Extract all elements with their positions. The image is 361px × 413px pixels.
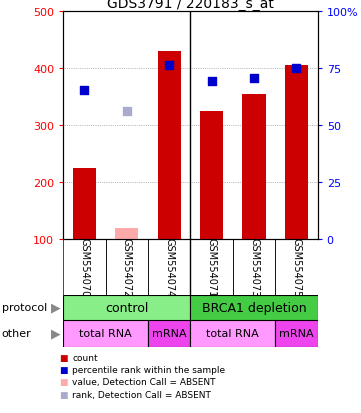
Title: GDS3791 / 220183_s_at: GDS3791 / 220183_s_at (107, 0, 274, 12)
Point (293, 66, 299, 73)
Point (209, 78, 214, 85)
Text: rank, Detection Call = ABSENT: rank, Detection Call = ABSENT (72, 390, 211, 399)
Text: GSM554072: GSM554072 (122, 238, 132, 297)
Point (124, 109, 130, 115)
Bar (191, 320, 275, 347)
Text: total RNA: total RNA (206, 328, 259, 339)
Bar (105, 240, 148, 295)
Text: ■: ■ (59, 377, 68, 387)
Text: ■: ■ (59, 390, 68, 399)
Bar (242, 95, 266, 240)
Text: count: count (72, 353, 98, 362)
Bar (73, 169, 96, 240)
Text: ■: ■ (59, 353, 68, 362)
Bar (191, 295, 318, 320)
Bar (275, 240, 318, 295)
Bar (115, 228, 139, 240)
Bar (275, 320, 318, 347)
Text: mRNA: mRNA (152, 328, 187, 339)
Text: ▶: ▶ (51, 301, 61, 314)
Point (251, 76, 257, 82)
Bar (63, 295, 191, 320)
Bar (200, 112, 223, 240)
Text: total RNA: total RNA (79, 328, 132, 339)
Text: BRCA1 depletion: BRCA1 depletion (202, 301, 306, 314)
Text: ▶: ▶ (51, 327, 61, 340)
Text: percentile rank within the sample: percentile rank within the sample (72, 365, 225, 374)
Text: GSM554071: GSM554071 (206, 238, 217, 297)
Bar (148, 320, 191, 347)
Text: control: control (105, 301, 148, 314)
Point (166, 63, 172, 70)
Text: other: other (2, 328, 31, 338)
Text: protocol: protocol (2, 302, 47, 312)
Text: mRNA: mRNA (279, 328, 314, 339)
Text: GSM554070: GSM554070 (79, 238, 90, 297)
Bar (63, 320, 148, 347)
Text: ■: ■ (59, 365, 68, 374)
Bar (148, 240, 191, 295)
Bar (157, 52, 181, 240)
Text: GSM554073: GSM554073 (249, 238, 259, 297)
Bar (191, 240, 233, 295)
Text: GSM554075: GSM554075 (291, 238, 301, 297)
Point (82, 88, 87, 94)
Text: GSM554074: GSM554074 (164, 238, 174, 297)
Bar (285, 66, 308, 240)
Bar (63, 240, 105, 295)
Bar (233, 240, 275, 295)
Text: value, Detection Call = ABSENT: value, Detection Call = ABSENT (72, 377, 216, 387)
